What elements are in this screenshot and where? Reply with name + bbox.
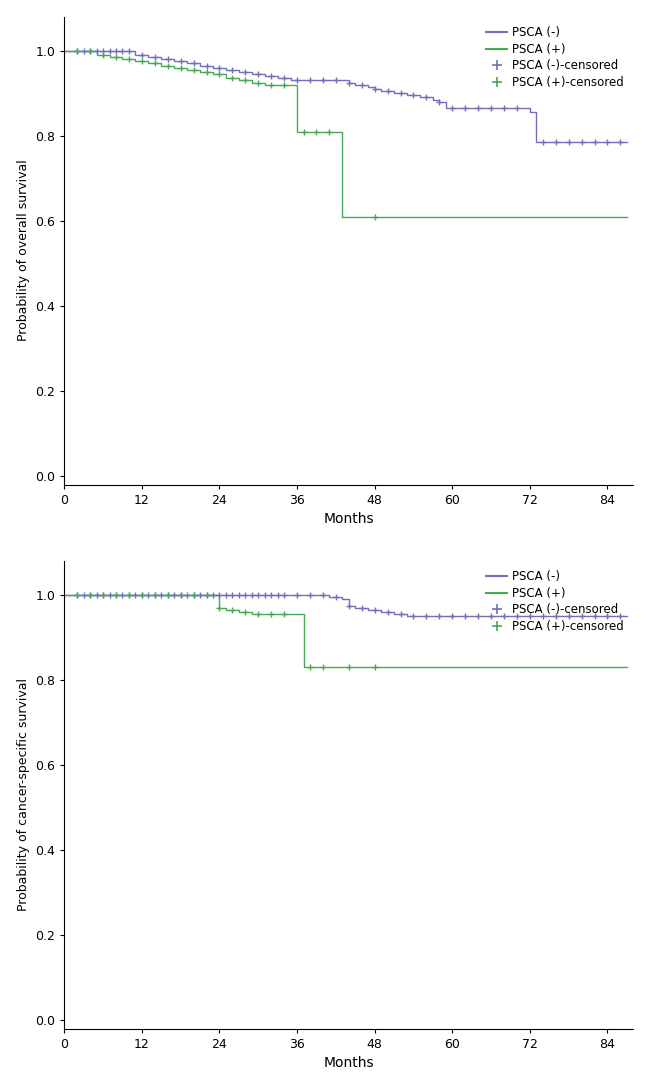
Legend: PSCA (-), PSCA (+), PSCA (-)-censored, PSCA (+)-censored: PSCA (-), PSCA (+), PSCA (-)-censored, P… [482,23,627,92]
X-axis label: Months: Months [324,512,374,526]
Legend: PSCA (-), PSCA (+), PSCA (-)-censored, PSCA (+)-censored: PSCA (-), PSCA (+), PSCA (-)-censored, P… [482,566,627,637]
X-axis label: Months: Months [324,1057,374,1071]
Y-axis label: Probability of overall survival: Probability of overall survival [17,160,30,341]
Y-axis label: Probability of cancer-specific survival: Probability of cancer-specific survival [17,678,30,911]
